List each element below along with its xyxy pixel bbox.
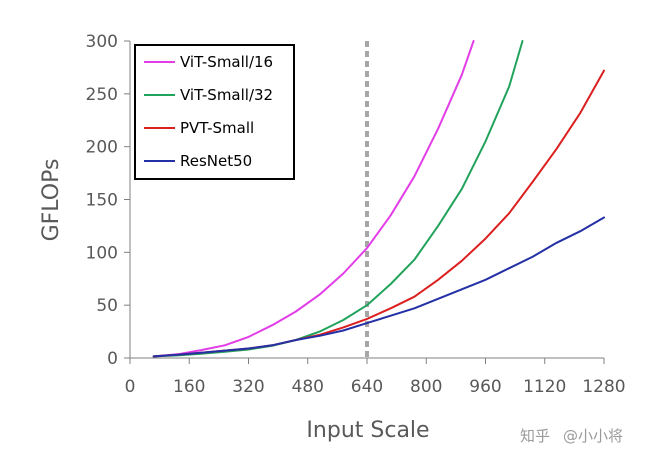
series-group	[152, 40, 605, 358]
x-tick-label: 640	[351, 377, 383, 397]
legend-label: ResNet50	[180, 152, 252, 170]
series-line-vit-small-32	[152, 40, 524, 358]
y-tick-label: 200	[86, 138, 118, 158]
y-tick-label: 100	[86, 243, 118, 263]
legend-label: ViT-Small/16	[180, 53, 273, 71]
x-tick-label: 0	[125, 377, 136, 397]
axes: 0 50 100 150 200 250 300 0 160 320 480 640 800 960 112…	[86, 32, 626, 397]
watermark-handle: @小小将	[563, 427, 623, 445]
x-tick-label: 480	[292, 377, 324, 397]
y-tick-label: 300	[86, 32, 118, 52]
series-line-resnet50	[152, 216, 605, 358]
y-tick-label: 0	[107, 349, 118, 369]
legend-box	[134, 44, 295, 180]
x-tick-label: 160	[173, 377, 205, 397]
x-axis-title: Input Scale	[306, 418, 429, 443]
y-tick-label: 250	[86, 85, 118, 105]
legend-label: ViT-Small/32	[180, 86, 273, 104]
x-tick-label: 1280	[582, 377, 625, 397]
watermark-logo: 知乎	[520, 427, 550, 445]
x-tick-label: 320	[232, 377, 264, 397]
legend: ViT-Small/16 ViT-Small/32 PVT-Small ResNet5…	[134, 44, 295, 180]
x-tick-label: 800	[410, 377, 442, 397]
y-axis-title: GFLOPs	[39, 159, 64, 242]
y-tick-label: 150	[86, 191, 118, 211]
x-tick-label: 1120	[523, 377, 566, 397]
series-line-vit-small-16	[152, 40, 475, 358]
x-tick-label: 960	[469, 377, 501, 397]
legend-label: PVT-Small	[180, 119, 254, 137]
y-tick-label: 50	[96, 296, 118, 316]
